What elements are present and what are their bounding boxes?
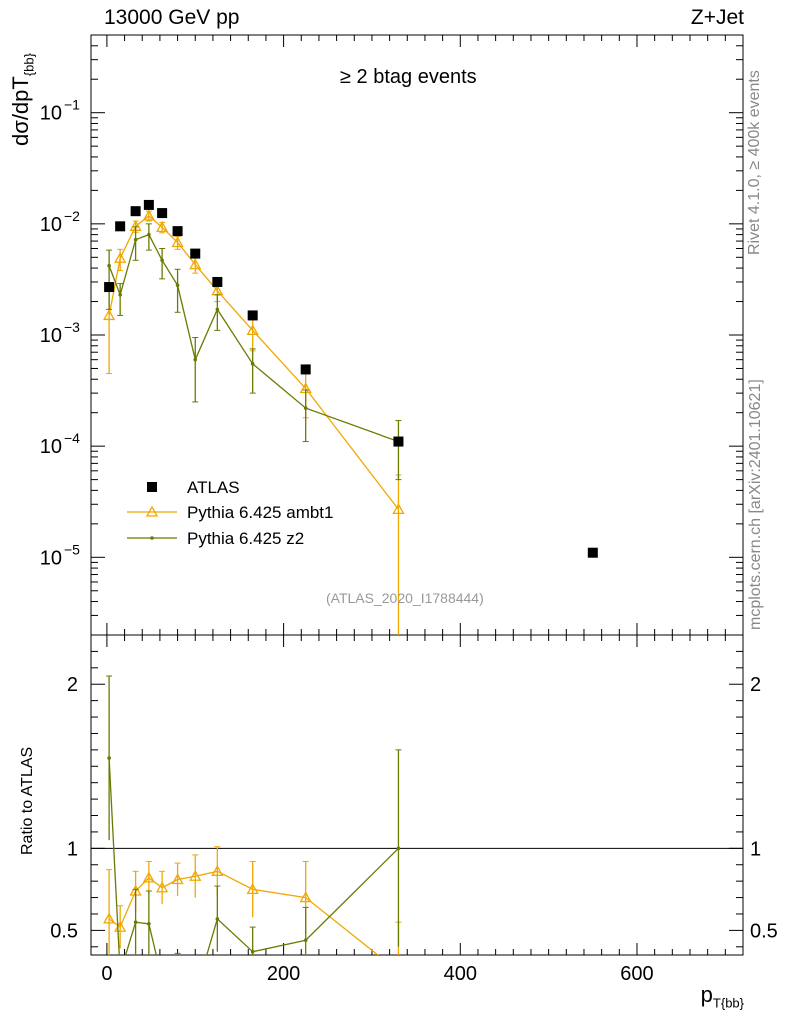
z2-point (133, 237, 138, 242)
ratio-plot-frame (90, 634, 744, 956)
y-axis-label-sub: {bb} (21, 53, 37, 77)
source-label: mcplots.cern.ch [arXiv:2401.10621] (747, 379, 764, 630)
ratio-tick-label: 1 (67, 838, 78, 860)
legend-atlas-marker (147, 482, 157, 492)
y-tick-exponent: −4 (64, 430, 80, 446)
z2-ratio-point (118, 971, 122, 975)
ambt1-ratio-point (189, 869, 202, 881)
z2-point (250, 362, 255, 366)
ambt1-point (142, 209, 155, 221)
atlas-data-point (212, 276, 223, 287)
ambt1-ratio-point (211, 864, 224, 876)
atlas-data-point (104, 282, 115, 293)
y-tick-label: 10 (40, 436, 62, 458)
y-tick-label: 10 (40, 547, 62, 569)
y-tick-label: 10 (40, 214, 62, 236)
x-axis-label: pT{bb} (701, 982, 744, 1010)
ambt1-point (171, 236, 184, 248)
legend-label: ATLAS (187, 478, 240, 497)
z2-ratio-point (250, 949, 255, 954)
atlas-data-point (393, 436, 404, 447)
z2-ratio-point (215, 917, 220, 921)
x-tick-label: 600 (620, 963, 653, 985)
y-tick-label: 10 (40, 103, 62, 125)
z2-point (118, 292, 122, 297)
z2-ratio-line (108, 758, 399, 955)
ambt1-ratio-point (246, 883, 259, 895)
ratio-frame-rect (90, 634, 744, 956)
z2-point (147, 232, 151, 237)
x-tick-label: 0 (101, 963, 112, 985)
z2-ratio-point (176, 968, 180, 972)
legend-label: Pythia 6.425 z2 (187, 529, 304, 548)
z2-ratio-point (396, 846, 401, 851)
z2-ratio-point (193, 993, 197, 997)
ambt1-point (246, 324, 259, 336)
ambt1-point (189, 258, 202, 270)
z2-ratio-point (160, 978, 164, 982)
x-axis-label-text: p (700, 982, 713, 1007)
z2-ratio-point (107, 756, 111, 760)
atlas-data-point (130, 206, 141, 217)
atlas-data-point (143, 199, 154, 210)
z2-point (193, 357, 198, 362)
main-series-group (103, 199, 598, 635)
atlas-data-point (115, 221, 126, 232)
ratio-tick-label-right: 0.5 (750, 920, 778, 942)
x-tick-label: 200 (267, 963, 300, 985)
ambt1-point (156, 221, 169, 232)
y-tick-label: 10 (40, 325, 62, 347)
y-tick-exponent: −3 (64, 319, 80, 335)
series-layer (103, 199, 598, 997)
z2-ratio-point (303, 938, 308, 943)
z2-line (108, 233, 399, 443)
ambt1-point (103, 309, 116, 321)
atlas-data-point (172, 226, 183, 237)
process-label: Z+Jet (690, 6, 744, 29)
legend: ATLAS Pythia 6.425 ambt1 Pythia 6.425 z2 (127, 478, 333, 548)
ambt1-ratio-point (299, 891, 312, 903)
ratio-tick-label-right: 2 (750, 674, 761, 696)
ratio-series-group (103, 675, 403, 997)
atlas-data-point (587, 547, 598, 558)
ratio-axis-label: Ratio to ATLAS (19, 746, 36, 855)
atlas-data-point (247, 310, 258, 321)
y-tick-exponent: −5 (64, 541, 80, 557)
energy-label: 13000 GeV pp (104, 6, 240, 29)
x-tick-label: 400 (444, 963, 477, 985)
ambt1-ratio-point (103, 912, 116, 924)
atlas-data-point (300, 364, 311, 375)
z2-point (175, 283, 180, 288)
ratio-tick-label: 2 (67, 674, 78, 696)
z2-point (215, 307, 220, 312)
y-axis-label: dσ/dpT{bb} (8, 53, 36, 146)
analysis-watermark: (ATLAS_2020_I1788444) (326, 590, 484, 606)
ambt1-ratio-point (393, 966, 403, 975)
x-axis-label-sub: T{bb} (712, 995, 744, 1011)
legend-ambt1-marker (145, 505, 159, 517)
ambt1-ratio-point (171, 873, 184, 885)
ambt1-ratio-point (156, 881, 169, 893)
y-axis-label-text: dσ/dpT (8, 76, 33, 146)
y-tick-exponent: −1 (64, 97, 80, 113)
legend-label: Pythia 6.425 ambt1 (187, 503, 333, 522)
ratio-tick-label: 0.5 (50, 920, 78, 942)
ambt1-point (392, 503, 405, 515)
legend-z2-marker (150, 536, 154, 540)
ambt1-ratio-point (142, 871, 155, 883)
atlas-data-point (190, 248, 201, 259)
z2-point (107, 263, 111, 268)
rivet-version-label: Rivet 4.1.0, ≥ 400k events (746, 70, 763, 255)
atlas-data-point (157, 208, 168, 219)
z2-point (160, 258, 164, 263)
ambt1-point (114, 251, 127, 263)
y-tick-exponent: −2 (64, 208, 80, 224)
z2-ratio-point (147, 922, 151, 926)
ratio-tick-label-right: 1 (750, 838, 761, 860)
z2-point (303, 406, 308, 410)
selection-annotation: ≥ 2 btag events (340, 66, 477, 88)
z2-ratio-point (133, 920, 138, 924)
